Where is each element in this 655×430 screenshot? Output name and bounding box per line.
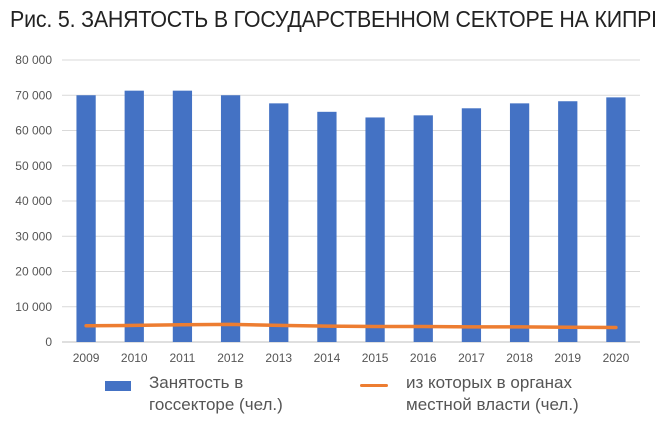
- y-tick-label: 40 000: [15, 194, 52, 208]
- series-line: [84, 322, 618, 330]
- y-tick-label: 70 000: [15, 88, 52, 102]
- legend-label-local: из которых в органах местной власти (чел…: [406, 372, 636, 416]
- x-tick-label: 2015: [362, 351, 389, 365]
- y-tick-label: 10 000: [15, 300, 52, 314]
- bar: [172, 90, 193, 342]
- bar: [365, 117, 385, 343]
- legend-swatch-line: [360, 384, 388, 387]
- x-tick-label: 2017: [458, 351, 485, 365]
- chart-title: Рис. 5. ЗАНЯТОСТЬ В ГОСУДАРСТВЕННОМ СЕКТ…: [10, 6, 655, 32]
- y-tick-label: 20 000: [15, 265, 52, 279]
- legend-label-local-line1: из которых в органах: [406, 373, 572, 392]
- legend-item-local: из которых в органах местной власти (чел…: [360, 372, 636, 416]
- x-tick-label: 2016: [410, 351, 437, 365]
- bar: [606, 97, 626, 342]
- bar: [509, 103, 530, 342]
- y-tick-label: 80 000: [15, 53, 52, 67]
- bar: [269, 103, 289, 342]
- x-tick-label: 2009: [73, 351, 100, 365]
- bar: [558, 101, 578, 343]
- bar: [461, 108, 482, 342]
- legend-label-employment-line1: Занятость в: [149, 373, 244, 392]
- x-tick-label: 2020: [603, 351, 630, 365]
- y-tick-label: 50 000: [15, 159, 52, 173]
- x-tick-label: 2013: [265, 351, 292, 365]
- y-tick-label: 0: [45, 335, 52, 349]
- y-tick-label: 60 000: [15, 124, 52, 138]
- x-tick-label: 2019: [554, 351, 581, 365]
- bar: [220, 95, 241, 342]
- legend-item-employment: Занятость в госсекторе (чел.): [105, 372, 349, 416]
- x-tick-label: 2018: [506, 351, 533, 365]
- x-tick-label: 2011: [170, 351, 196, 365]
- chart-legend: Занятость в госсекторе (чел.) из которых…: [0, 368, 655, 428]
- x-tick-label: 2014: [314, 351, 341, 365]
- legend-label-employment: Занятость в госсекторе (чел.): [149, 372, 349, 416]
- bar: [413, 115, 433, 342]
- bar: [124, 90, 144, 342]
- chart-plot: 0 10 000 20 000 30 000 40 000 50 000 60 000 70 …: [15, 53, 640, 365]
- bar: [317, 111, 337, 342]
- y-tick-label: 30 000: [15, 229, 52, 243]
- bar: [76, 95, 96, 342]
- legend-label-employment-line2: госсекторе (чел.): [149, 395, 283, 414]
- legend-swatch-bar: [105, 381, 131, 391]
- x-tick-label: 2010: [121, 351, 148, 365]
- x-tick-label: 2012: [217, 351, 244, 365]
- legend-label-local-line2: местной власти (чел.): [406, 395, 579, 414]
